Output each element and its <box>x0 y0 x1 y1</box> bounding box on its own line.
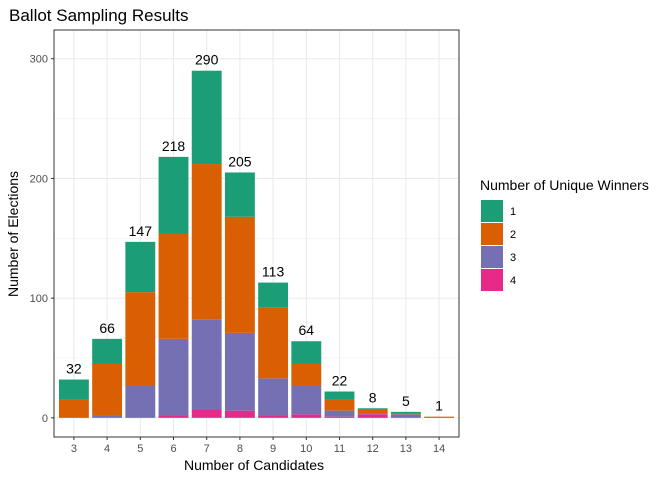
x-tick-label: 12 <box>367 443 379 455</box>
bar-segment <box>357 408 388 410</box>
bar-segment <box>291 363 322 386</box>
legend-swatch <box>481 200 503 222</box>
bar-segment <box>390 414 421 418</box>
bar-segment <box>424 416 455 418</box>
x-tick-label: 3 <box>71 443 77 455</box>
bar-segment <box>158 156 189 234</box>
bar-segment <box>324 399 355 411</box>
bar-segment <box>324 416 355 418</box>
bar-segment <box>258 307 289 379</box>
data-label: 113 <box>262 264 285 280</box>
bar-segment <box>224 172 255 217</box>
data-label: 1 <box>435 398 443 414</box>
bar-segment <box>92 363 123 416</box>
bar-segment <box>224 410 255 418</box>
bar-segment <box>158 338 189 416</box>
bars <box>58 70 455 418</box>
bar-segment <box>258 282 289 308</box>
x-tick-label: 11 <box>334 443 345 455</box>
x-tick-label: 9 <box>270 443 276 455</box>
bar-segment <box>390 411 421 414</box>
y-tick-label: 0 <box>42 413 48 425</box>
bar-segment <box>357 409 388 414</box>
data-label: 64 <box>299 322 315 338</box>
bar-segment <box>258 415 289 418</box>
legend-label: 2 <box>510 229 516 241</box>
legend-swatch <box>481 223 503 245</box>
data-label: 205 <box>228 153 252 169</box>
data-label: 22 <box>332 373 348 389</box>
y-tick-label: 300 <box>30 54 48 66</box>
bar-segment <box>224 216 255 333</box>
bar-segment <box>125 292 156 386</box>
legend: Number of Unique Winners 1 2 3 4 <box>480 177 649 291</box>
bar-segment <box>58 399 89 418</box>
data-label: 290 <box>195 52 219 68</box>
bar-segment <box>191 164 222 320</box>
legend-label: 3 <box>510 252 516 264</box>
data-labels: 32 66 147 218 290 205 113 64 22 8 5 1 <box>66 52 443 414</box>
x-tick-label: 6 <box>170 443 176 455</box>
legend-label: 1 <box>510 206 516 218</box>
bar-segment <box>158 415 189 418</box>
y-axis: 0 100 200 300 <box>30 54 54 425</box>
y-axis-title: Number of Elections <box>5 171 21 297</box>
bar-segment <box>191 70 222 165</box>
bar-segment <box>224 332 255 411</box>
x-tick-label: 4 <box>104 443 110 455</box>
bar-segment <box>258 378 289 416</box>
data-label: 218 <box>162 138 186 154</box>
data-label: 147 <box>129 223 153 239</box>
x-tick-label: 14 <box>433 443 445 455</box>
bar-segment <box>191 409 222 418</box>
bar-segment <box>324 391 355 400</box>
x-tick-label: 5 <box>137 443 143 455</box>
legend-swatch <box>481 246 503 268</box>
chart-title: Ballot Sampling Results <box>9 6 189 25</box>
x-tick-label: 7 <box>204 443 210 455</box>
bar-segment <box>291 341 322 364</box>
bar-segment <box>92 415 123 418</box>
bar-segment <box>58 379 89 400</box>
bar-segment <box>357 413 388 415</box>
x-tick-label: 13 <box>400 443 412 455</box>
data-label: 5 <box>402 393 410 409</box>
y-tick-label: 100 <box>30 293 48 305</box>
bar-segment <box>92 338 123 364</box>
data-label: 8 <box>369 389 377 405</box>
data-label: 66 <box>99 320 115 336</box>
x-tick-label: 8 <box>237 443 243 455</box>
bar-segment <box>357 414 388 418</box>
legend-title: Number of Unique Winners <box>480 177 649 193</box>
bar-segment <box>390 413 421 415</box>
bar-segment <box>291 385 322 415</box>
x-axis: 3 4 5 6 7 8 9 10 11 12 13 14 <box>71 437 445 455</box>
legend-swatch <box>481 269 503 291</box>
bar-segment <box>158 233 189 339</box>
y-tick-label: 200 <box>30 173 48 185</box>
bar-segment <box>324 410 355 417</box>
data-label: 32 <box>66 361 82 377</box>
legend-label: 4 <box>510 275 516 287</box>
bar-segment <box>125 385 156 418</box>
x-tick-label: 10 <box>300 443 312 455</box>
x-axis-title: Number of Candidates <box>184 457 324 473</box>
bar-segment <box>125 241 156 293</box>
plot-border <box>53 29 460 438</box>
bar-segment <box>291 414 322 418</box>
bar-segment <box>191 319 222 410</box>
